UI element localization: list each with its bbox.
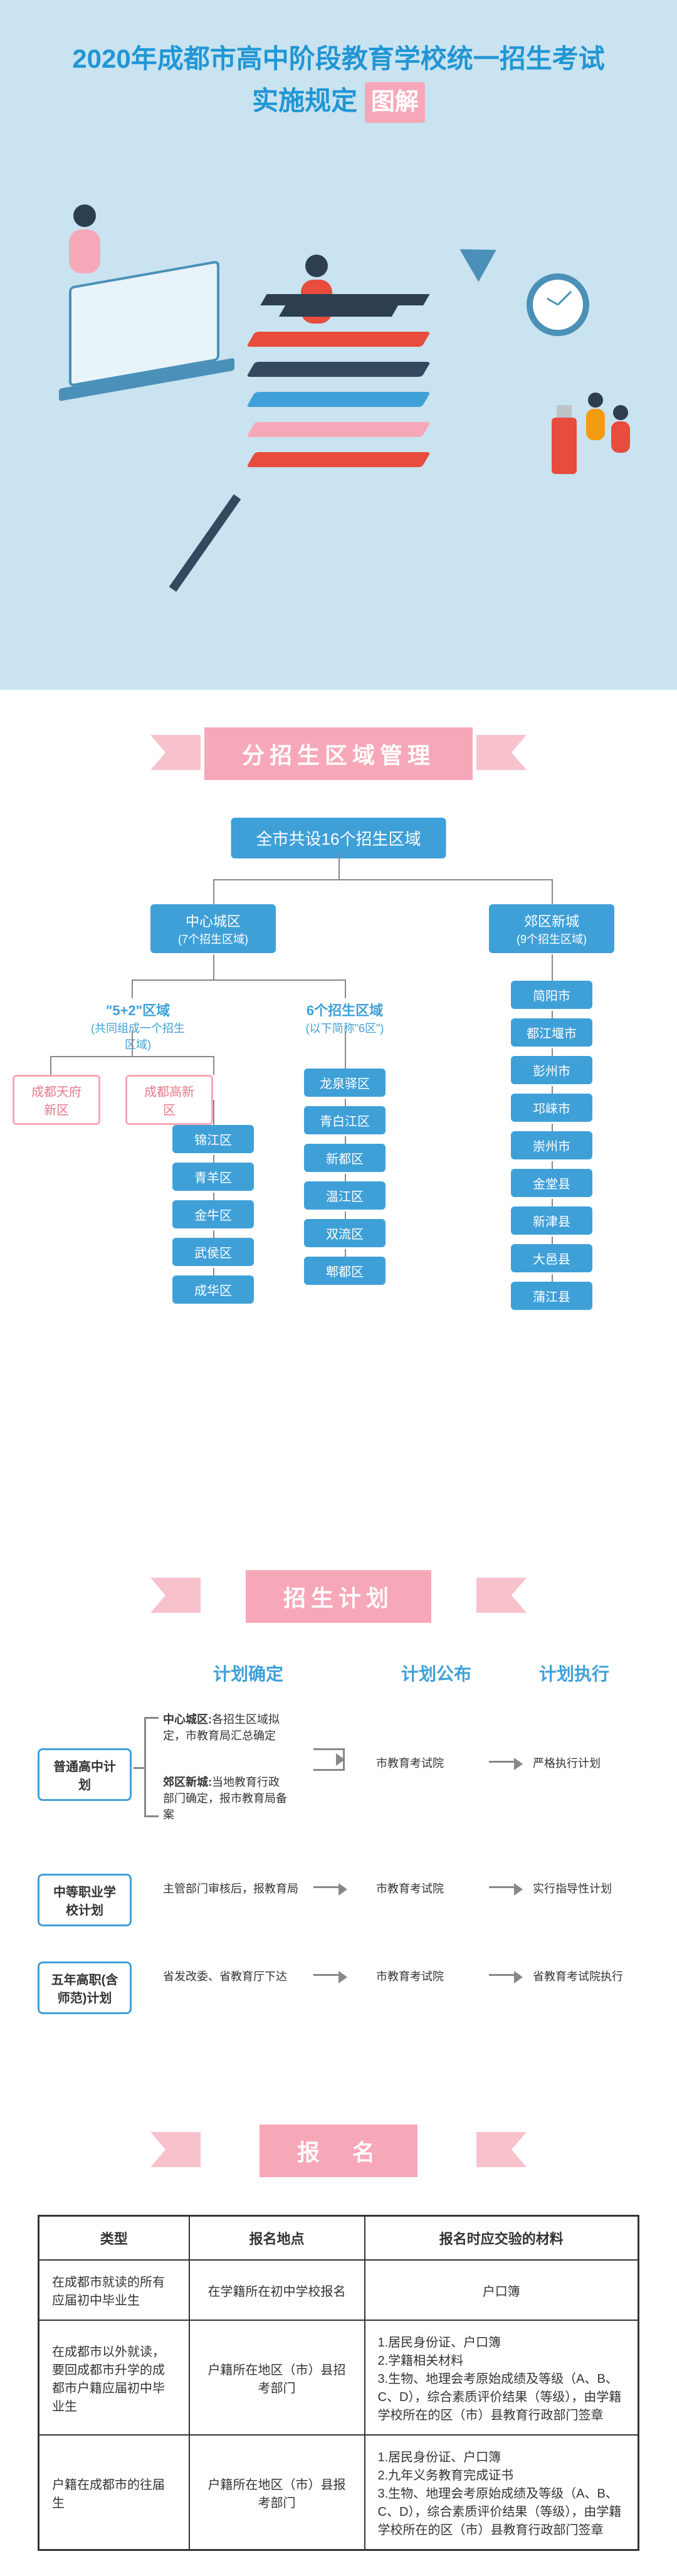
arrow-icon	[313, 1974, 338, 1976]
district-node: 都江堰市	[511, 1018, 592, 1047]
district-node: 新津县	[511, 1206, 592, 1235]
plan-label-1: 普通高中计划	[38, 1748, 132, 1801]
stopwatch-icon	[527, 273, 589, 336]
plan-label-2: 中等职业学校计划	[38, 1874, 132, 1926]
node-gaoxin: 成都高新区	[125, 1075, 213, 1125]
plan-r2-d: 主管部门审核后，报教育局	[163, 1880, 301, 1896]
register-table: 类型 报名地点 报名时应交验的材料 在成都市就读的所有应届初中毕业生在学籍所在初…	[38, 2215, 639, 2551]
arrow-icon	[489, 1886, 514, 1888]
district-node: 龙泉驿区	[304, 1069, 386, 1097]
bracket-1	[144, 1717, 157, 1817]
district-node: 青羊区	[172, 1163, 254, 1191]
pen-icon	[201, 487, 226, 537]
plan-head-3: 计划执行	[539, 1660, 609, 1686]
person-reading-icon	[63, 204, 107, 280]
ribbon-plan: 招生计划	[176, 1570, 501, 1623]
node-tianfu: 成都天府新区	[13, 1075, 100, 1125]
district-node: 锦江区	[172, 1125, 254, 1153]
district-node: 金牛区	[172, 1200, 254, 1228]
table-row: 在成都市以外就读，要回成都市升学的成都市户籍应届初中毕业生户籍所在地区（市）县招…	[39, 2320, 639, 2435]
district-node: 金堂县	[511, 1169, 592, 1197]
small-person-2-icon	[608, 405, 633, 455]
district-node: 蒲江县	[511, 1282, 592, 1310]
table-row: 在成都市就读的所有应届初中毕业生在学籍所在初中学校报名户口簿	[39, 2260, 639, 2320]
plan-r2-pub: 市教育考试院	[376, 1880, 476, 1896]
district-node: 温江区	[304, 1181, 386, 1210]
cell-location: 在学籍所在初中学校报名	[189, 2260, 365, 2320]
plan-r1-d1: 中心城区:各招生区域拟定，市教育局汇总确定	[163, 1711, 288, 1743]
hero-illustration	[25, 148, 652, 587]
region-tree: 全市共设16个招生区域 中心城区(7个招生区域) 郊区新城(9个招生区域) "5…	[38, 818, 639, 1507]
district-node: 崇州市	[511, 1131, 592, 1159]
plan-r3-d: 省发改委、省教育厅下达	[163, 1968, 301, 1984]
ribbon-regions-text: 分招生区域管理	[204, 727, 473, 780]
title-line1: 2020年成都市高中阶段教育学校统一招生考试	[72, 44, 604, 73]
district-node: 郫都区	[304, 1257, 386, 1285]
section-register: 报 名 类型 报名地点 报名时应交验的材料 在成都市就读的所有应届初中毕业生在学…	[0, 2087, 677, 2576]
table-row: 户籍在成都市的往届生户籍所在地区（市）县报考部门1.居民身份证、户口簿2.九年义…	[39, 2435, 639, 2550]
cell-location: 户籍所在地区（市）县报考部门	[189, 2435, 365, 2550]
cell-location: 户籍所在地区（市）县招考部门	[189, 2320, 365, 2435]
section-plan: 招生计划 计划确定 计划公布 计划执行 普通高中计划 中心城区:各招生区域拟定，…	[0, 1533, 677, 2087]
plan-r3-exec: 省教育考试院执行	[533, 1968, 639, 1984]
cell-type: 户籍在成都市的往届生	[39, 2435, 189, 2550]
arrow-icon	[313, 1886, 338, 1888]
district-node: 邛崃市	[511, 1094, 592, 1122]
plan-r1-d2: 郊区新城:当地教育行政部门确定，报市教育局备案	[163, 1773, 288, 1822]
paper-plane-icon	[459, 234, 505, 282]
ribbon-register-text: 报 名	[260, 2125, 417, 2177]
usb-drive-icon	[552, 418, 577, 474]
small-person-1-icon	[583, 393, 608, 443]
arrow-icon	[489, 1761, 514, 1763]
hero: 2020年成都市高中阶段教育学校统一招生考试 实施规定 图解	[0, 0, 677, 690]
plan-head-1: 计划确定	[213, 1660, 283, 1686]
district-node: 成华区	[172, 1275, 254, 1304]
plan-r1-exec: 严格执行计划	[533, 1755, 633, 1771]
label-52: "5+2"区域(共同组成一个招生区域)	[88, 1000, 188, 1052]
plan-head-2: 计划公布	[401, 1660, 471, 1686]
district-node: 青白江区	[304, 1106, 386, 1134]
th-type: 类型	[39, 2216, 189, 2261]
title-line2: 实施规定	[252, 86, 357, 115]
title-badge: 图解	[365, 82, 425, 123]
hero-title: 2020年成都市高中阶段教育学校统一招生考试 实施规定 图解	[25, 38, 652, 123]
cell-materials: 1.居民身份证、户口簿2.九年义务教育完成证书3.生物、地理会考原始成绩及等级（…	[365, 2435, 639, 2550]
plan-r3-pub: 市教育考试院	[376, 1968, 476, 1984]
district-node: 双流区	[304, 1219, 386, 1247]
ribbon-regions: 分招生区域管理	[176, 727, 501, 780]
district-node: 武侯区	[172, 1238, 254, 1266]
plan-r2-exec: 实行指导性计划	[533, 1880, 633, 1896]
plan-grid: 计划确定 计划公布 计划执行 普通高中计划 中心城区:各招生区域拟定，市教育局汇…	[38, 1660, 639, 2062]
ribbon-register: 报 名	[176, 2125, 501, 2177]
plan-r1-pub: 市教育考试院	[376, 1755, 476, 1771]
cell-type: 在成都市就读的所有应届初中毕业生	[39, 2260, 189, 2320]
cell-materials: 户口簿	[365, 2260, 639, 2320]
book-stack-icon	[251, 302, 426, 477]
th-materials: 报名时应交验的材料	[365, 2216, 639, 2261]
plan-label-3: 五年高职(含师范)计划	[38, 1961, 132, 2014]
cell-type: 在成都市以外就读，要回成都市升学的成都市户籍应届初中毕业生	[39, 2320, 189, 2435]
ribbon-plan-text: 招生计划	[246, 1570, 431, 1623]
graduation-cap-icon	[279, 305, 398, 317]
cell-materials: 1.居民身份证、户口簿2.学籍相关材料3.生物、地理会考原始成绩及等级（A、B、…	[365, 2320, 639, 2435]
node-root: 全市共设16个招生区域	[231, 818, 446, 858]
section-regions: 分招生区域管理 全市共设16个招生区域 中心城区(7个招生区域) 郊区新城(9个…	[0, 690, 677, 1533]
arrow-icon	[489, 1974, 514, 1976]
arrow-icon	[313, 1748, 345, 1771]
district-node: 彭州市	[511, 1056, 592, 1084]
table-header-row: 类型 报名地点 报名时应交验的材料	[39, 2216, 639, 2261]
district-node: 简阳市	[511, 981, 592, 1009]
district-node: 新都区	[304, 1144, 386, 1172]
node-center: 中心城区(7个招生区域)	[150, 904, 276, 953]
district-node: 大邑县	[511, 1244, 592, 1272]
th-location: 报名地点	[189, 2216, 365, 2261]
node-suburb: 郊区新城(9个招生区域)	[489, 904, 614, 953]
